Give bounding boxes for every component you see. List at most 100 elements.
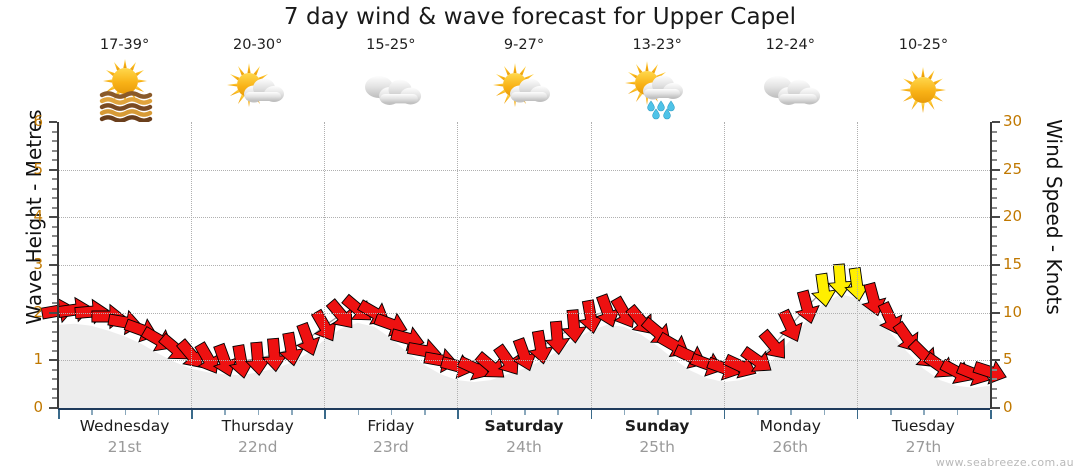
axis-tick-minor [992,378,997,381]
sun-cloud-icon [487,57,561,123]
x-axis-tick-minor [390,410,393,415]
axis-tick-minor [992,292,997,295]
axis-tick-minor [52,235,57,238]
day-date: 24th [506,438,542,456]
axis-tick-minor [52,178,57,181]
wind-arrow [512,337,537,372]
x-axis-tick-minor [157,410,160,415]
axis-tick-minor [992,206,997,209]
day-label: Sunday 25th [591,416,724,458]
axis-tick-major [49,311,57,314]
axis-tick-minor [52,330,57,333]
x-axis-baseline [58,408,990,410]
wind-arrow [310,308,337,342]
day-name: Thursday [221,417,294,435]
right-axis-title: Wind Speed - Knots [1042,119,1066,315]
axis-tick-minor [52,397,57,400]
right-axis-tick-label: 15 [1003,255,1023,273]
axis-tick-major [49,121,57,123]
left-axis-tick-label: 2 [33,302,43,321]
axis-tick-minor [992,225,997,228]
axis-tick-minor [992,187,997,190]
left-axis-tick-label: 1 [33,350,43,369]
wind-arrow [740,345,772,372]
gridline-vertical [191,122,193,408]
day-date: 26th [772,438,809,456]
left-axis-tick-label: 5 [33,159,43,178]
axis-tick-minor [52,206,57,209]
temperature-range: 20-30° [233,37,283,53]
day-header: 13-23° [591,36,724,130]
x-axis-tick-minor [224,410,226,415]
left-axis-tick-label: 4 [33,207,43,226]
gridline-vertical [457,122,459,408]
axis-tick-major [992,407,1000,409]
x-axis-tick-major [723,410,726,419]
day-header: 20-30° [191,36,324,130]
axis-tick-minor [992,130,997,133]
right-axis-tick-label: 5 [1003,350,1013,369]
x-axis-tick-minor [690,410,692,415]
day-name: Saturday [484,417,564,435]
right-axis-tick-label: 30 [1003,112,1023,130]
axis-tick-major [992,121,1000,123]
x-axis-tick-major [457,410,459,419]
day-date: 23rd [373,438,409,456]
x-axis-tick-minor [623,410,626,415]
axis-tick-minor [992,330,997,333]
x-axis-tick-minor [424,410,426,415]
x-axis-tick-major [58,410,60,419]
axis-tick-minor [52,225,57,228]
axis-tick-minor [52,340,57,343]
temperature-range: 10-25° [898,37,949,53]
page-title: 7 day wind & wave forecast for Upper Cap… [283,4,797,30]
x-axis-tick-minor [790,410,792,415]
x-axis-tick-minor [823,410,826,415]
wind-arrow [474,350,505,378]
wind-arrow-layer [40,263,1007,408]
x-axis-tick-major [191,410,193,419]
day-label-row: Wednesday 21st Thursday 22nd Friday 23rd Satur… [58,416,990,458]
day-name: Monday [759,417,821,435]
axis-tick-major [992,359,1000,362]
axis-tick-minor [992,283,997,286]
axis-tick-minor [52,130,57,133]
x-axis-tick-minor [490,410,493,415]
day-label: Monday 26th [724,416,857,458]
wind-arrow [493,343,519,375]
day-header: 10-25° [857,36,990,130]
sun-icon [886,57,960,123]
axis-tick-minor [52,149,57,152]
temperature-range: 15-25° [366,37,416,53]
sun-haze-icon [88,57,162,123]
x-axis-tick-minor [657,410,659,415]
x-axis-tick-minor [757,410,759,415]
x-axis-tick-minor [557,410,559,415]
axis-tick-minor [992,273,997,276]
axis-tick-minor [52,387,57,390]
axis-tick-minor [52,283,57,286]
gridline-vertical [723,122,725,408]
axis-tick-major [49,359,57,362]
day-name: Wednesday [79,417,170,435]
wind-arrow [972,359,1007,385]
plot-area [40,122,1007,408]
axis-tick-major [992,216,1000,219]
x-axis-tick-major [856,410,859,419]
day-label: Tuesday 27th [857,416,990,458]
day-label: Wednesday 21st [58,416,191,458]
x-axis-tick-minor [890,410,892,415]
wind-arrow [777,308,803,343]
wind-arrow [212,342,238,377]
left-axis-tick-label: 3 [33,255,43,273]
wind-arrow [295,321,321,357]
gridline-vertical [856,122,858,408]
axis-tick-minor [992,235,997,238]
axis-tick-minor [52,197,57,200]
temperature-range: 17-39° [99,37,150,53]
x-axis-tick-minor [291,410,293,415]
cloudy-icon [753,57,827,123]
day-date: 27th [905,438,942,456]
gridline-horizontal [58,217,990,219]
